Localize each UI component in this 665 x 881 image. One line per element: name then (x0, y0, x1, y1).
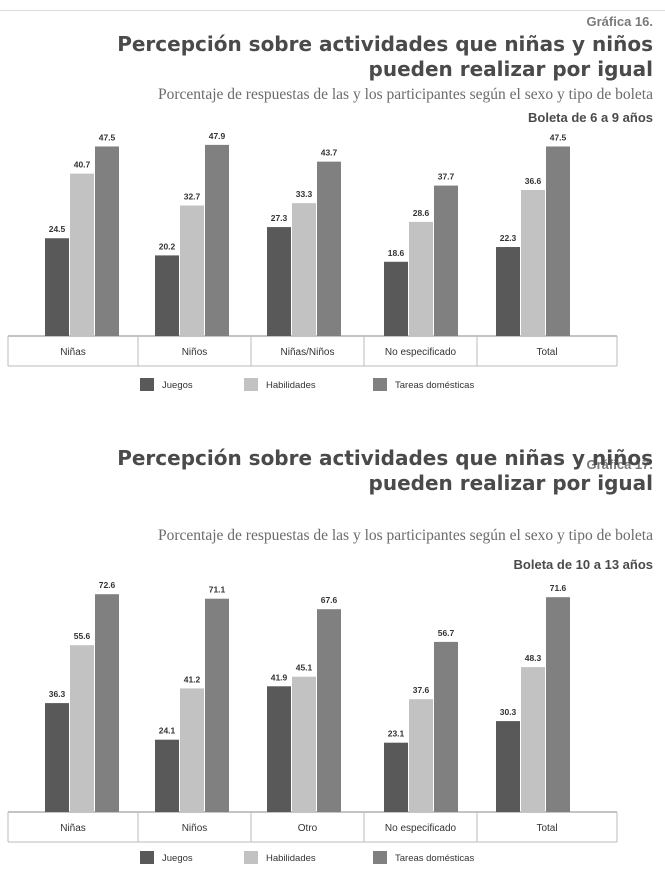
bar-habilidades (292, 676, 316, 812)
data-label: 67.6 (321, 595, 338, 605)
data-label: 41.2 (184, 674, 201, 684)
legend-swatch (373, 851, 387, 864)
data-label: 47.9 (209, 131, 226, 141)
bar-juegos (267, 227, 291, 336)
data-label: 48.3 (525, 653, 542, 663)
bar-tareas-domésticas (95, 146, 119, 336)
bar-habilidades (521, 189, 545, 336)
data-label: 71.1 (209, 585, 226, 595)
data-label: 28.6 (413, 208, 430, 218)
bar-habilidades (70, 173, 94, 336)
data-label: 47.5 (99, 132, 116, 142)
bar-tareas-domésticas (317, 161, 341, 336)
data-label: 55.6 (74, 631, 91, 641)
chart-number: Gráfica 17. (586, 457, 654, 472)
legend-swatch (373, 378, 387, 391)
bar-tareas-domésticas (434, 641, 458, 812)
chart-number: Gráfica 16. (586, 14, 654, 29)
data-label: 24.5 (49, 224, 66, 234)
category-label: No especificado (385, 347, 457, 358)
chart-title: Percepción sobre actividades que niñas y… (117, 32, 653, 81)
data-label: 18.6 (388, 248, 405, 258)
legend-label: Habilidades (266, 853, 316, 864)
bar-tareas-domésticas (205, 144, 229, 336)
data-label: 24.1 (159, 726, 176, 736)
data-label: 56.7 (438, 628, 455, 638)
data-label: 71.6 (550, 583, 567, 593)
legend-label: Juegos (162, 380, 193, 391)
category-label: Total (536, 823, 557, 834)
data-label: 20.2 (159, 241, 176, 251)
bar-juegos (496, 721, 520, 812)
bar-tareas-domésticas (317, 609, 341, 812)
bar-tareas-domésticas (546, 597, 570, 812)
bar-habilidades (70, 645, 94, 812)
data-label: 47.5 (550, 132, 567, 142)
data-label: 23.1 (388, 729, 405, 739)
bar-juegos (155, 739, 179, 812)
legend-label: Tareas domésticas (395, 853, 474, 864)
bar-habilidades (180, 688, 204, 812)
category-label: Niños (182, 823, 208, 834)
data-label: 36.6 (525, 176, 542, 186)
data-label: 30.3 (500, 707, 517, 717)
data-label: 32.7 (184, 192, 201, 202)
bar-juegos (45, 238, 69, 336)
category-label: No especificado (385, 823, 457, 834)
legend-swatch (140, 378, 154, 391)
data-label: 27.3 (271, 213, 288, 223)
bar-habilidades (521, 667, 545, 812)
chart-boleta-label: Boleta de 10 a 13 años (513, 557, 653, 572)
bar-juegos (384, 742, 408, 812)
bar-habilidades (409, 699, 433, 812)
chart-title: Percepción sobre actividades que niñas y… (117, 446, 653, 495)
legend-swatch (244, 378, 258, 391)
bar-habilidades (409, 221, 433, 336)
category-label: Niñas/Niños (281, 347, 335, 358)
category-label: Niños (182, 347, 208, 358)
bar-juegos (45, 703, 69, 812)
data-label: 22.3 (500, 233, 517, 243)
category-label: Niñas (60, 347, 86, 358)
category-label: Otro (298, 823, 318, 834)
legend-label: Habilidades (266, 380, 316, 391)
category-label: Total (536, 347, 557, 358)
legend-label: Juegos (162, 853, 193, 864)
chart-boleta-label: Boleta de 6 a 9 años (528, 110, 653, 125)
category-label: Niñas (60, 823, 86, 834)
bar-chart-16: 24.5 40.7 47.5 Niñas 20.2 32.7 47.9 Niños 27.3 33… (7, 131, 618, 391)
data-label: 37.6 (413, 685, 430, 695)
data-label: 72.6 (99, 580, 116, 590)
chart-subtitle: Porcentaje de respuestas de las y los pa… (158, 527, 653, 544)
bar-juegos (267, 686, 291, 812)
bar-habilidades (180, 205, 204, 336)
bar-tareas-domésticas (95, 594, 119, 812)
top-divider (0, 10, 665, 11)
bar-chart-17: 36.3 55.6 72.6 Niñas 24.1 41.2 71.1 Niños 41.9 45… (7, 580, 618, 864)
bar-tareas-domésticas (205, 598, 229, 812)
bar-juegos (384, 261, 408, 336)
bar-juegos (496, 247, 520, 336)
bar-habilidades (292, 203, 316, 336)
data-label: 45.1 (296, 663, 313, 673)
data-label: 37.7 (438, 172, 455, 182)
bar-tareas-domésticas (434, 185, 458, 336)
bar-juegos (155, 255, 179, 336)
data-label: 33.3 (296, 189, 313, 199)
data-label: 36.3 (49, 689, 66, 699)
chart-subtitle: Porcentaje de respuestas de las y los pa… (158, 86, 653, 103)
data-label: 43.7 (321, 148, 338, 158)
legend-label: Tareas domésticas (395, 380, 474, 391)
data-label: 41.9 (271, 672, 288, 682)
bar-tareas-domésticas (546, 146, 570, 336)
legend-swatch (244, 851, 258, 864)
data-label: 40.7 (74, 160, 91, 170)
legend-swatch (140, 851, 154, 864)
